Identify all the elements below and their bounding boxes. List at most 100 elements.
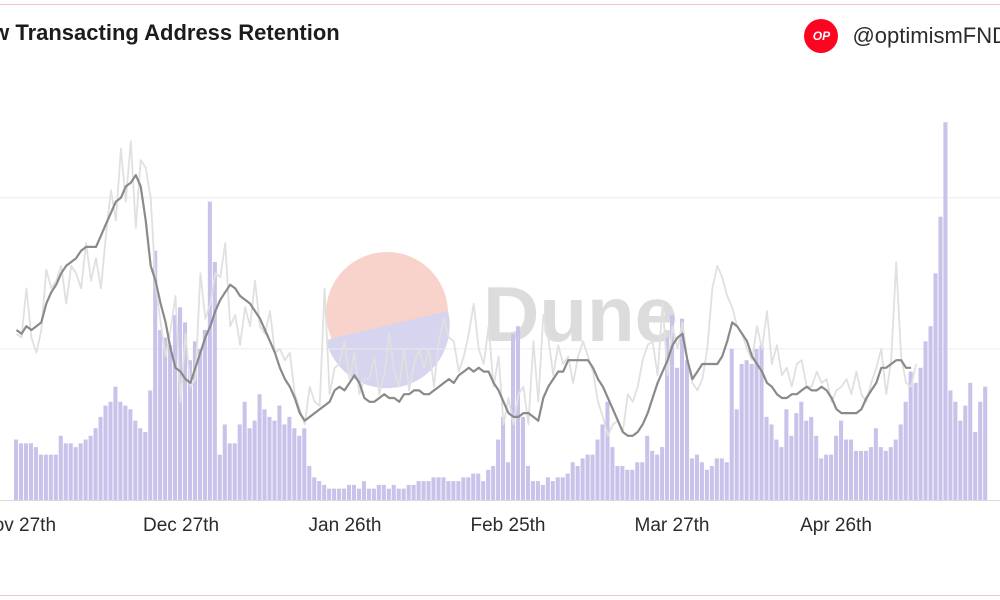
bar (973, 432, 978, 500)
bar (277, 405, 282, 500)
bar (123, 405, 128, 500)
bar (222, 424, 227, 500)
bar (78, 443, 83, 500)
bar (530, 481, 535, 500)
card-top-border (0, 4, 1000, 5)
bar (148, 390, 153, 500)
bar (237, 424, 242, 500)
bar (391, 484, 396, 500)
bar (675, 367, 680, 500)
bar-series (14, 122, 988, 501)
bar (555, 477, 560, 500)
bar (918, 367, 923, 500)
x-tick-label: Nov 27th (0, 515, 56, 536)
bar (53, 454, 58, 500)
bar (307, 466, 312, 500)
bar (506, 462, 511, 500)
smoothed-line (15, 174, 912, 437)
bar (466, 477, 471, 500)
bar (346, 484, 352, 500)
bar (342, 488, 347, 500)
bar (600, 424, 605, 500)
bar (416, 481, 421, 500)
bar (401, 488, 406, 500)
bar (227, 443, 232, 500)
bar (73, 447, 78, 500)
bar (451, 481, 456, 500)
smoothed-line-series (15, 174, 912, 437)
bar (143, 432, 148, 500)
x-tick-label: Apr 26th (800, 515, 872, 536)
dune-watermark: Dune (326, 252, 678, 389)
bar (660, 447, 665, 500)
watermark-text: Dune (483, 270, 678, 358)
bar (709, 466, 714, 500)
bar (839, 420, 844, 500)
bar (327, 488, 332, 500)
bar (580, 458, 585, 500)
x-axis: Nov 27th Dec 27th Jan 26th Feb 25th Mar 27th… (0, 515, 872, 536)
bar (178, 307, 183, 500)
bar (814, 435, 819, 500)
bar (272, 420, 277, 500)
bar (113, 386, 118, 500)
bar (908, 371, 913, 500)
bar (739, 364, 744, 500)
bar (819, 458, 824, 500)
bar (650, 450, 655, 500)
bar (197, 348, 202, 500)
bar (515, 326, 521, 500)
bar (734, 409, 739, 500)
bar (605, 401, 610, 500)
bar (724, 462, 729, 500)
bar (853, 450, 858, 500)
bar (878, 447, 883, 500)
bar (933, 273, 938, 500)
bar (446, 481, 451, 500)
bar (371, 488, 376, 500)
bar (431, 477, 436, 500)
bar (461, 477, 466, 500)
bar (337, 488, 342, 500)
bar (212, 262, 217, 500)
bar (699, 462, 704, 500)
bar (93, 428, 98, 500)
bar (694, 454, 699, 500)
bar (679, 318, 685, 500)
bar (575, 466, 580, 500)
bar (635, 462, 640, 500)
bar (133, 420, 138, 500)
bar (938, 216, 943, 500)
bar (943, 122, 948, 500)
bar (396, 488, 401, 500)
bar (103, 405, 108, 500)
bar (202, 330, 207, 500)
bar (858, 450, 863, 500)
bar (501, 416, 506, 500)
bar (471, 473, 476, 500)
bar (173, 314, 178, 500)
bar (963, 405, 968, 500)
bar (232, 443, 237, 500)
bar (520, 416, 526, 500)
bar (545, 477, 550, 500)
bar (33, 447, 38, 500)
bar (18, 443, 24, 500)
bar (565, 473, 570, 500)
bar (729, 348, 734, 500)
twitter-handle[interactable]: @optimismFND (852, 23, 1000, 48)
raw-line (15, 140, 917, 437)
bar (158, 330, 163, 500)
bar (207, 201, 212, 501)
raw-line-series (15, 140, 917, 437)
bar (282, 424, 287, 500)
card-bottom-border (0, 595, 1000, 596)
bar (978, 401, 983, 500)
bar (187, 360, 193, 500)
bar (774, 439, 779, 500)
bar (834, 435, 839, 500)
bar (153, 250, 158, 500)
bar (421, 481, 426, 500)
bar (58, 435, 63, 500)
bar (83, 439, 88, 500)
